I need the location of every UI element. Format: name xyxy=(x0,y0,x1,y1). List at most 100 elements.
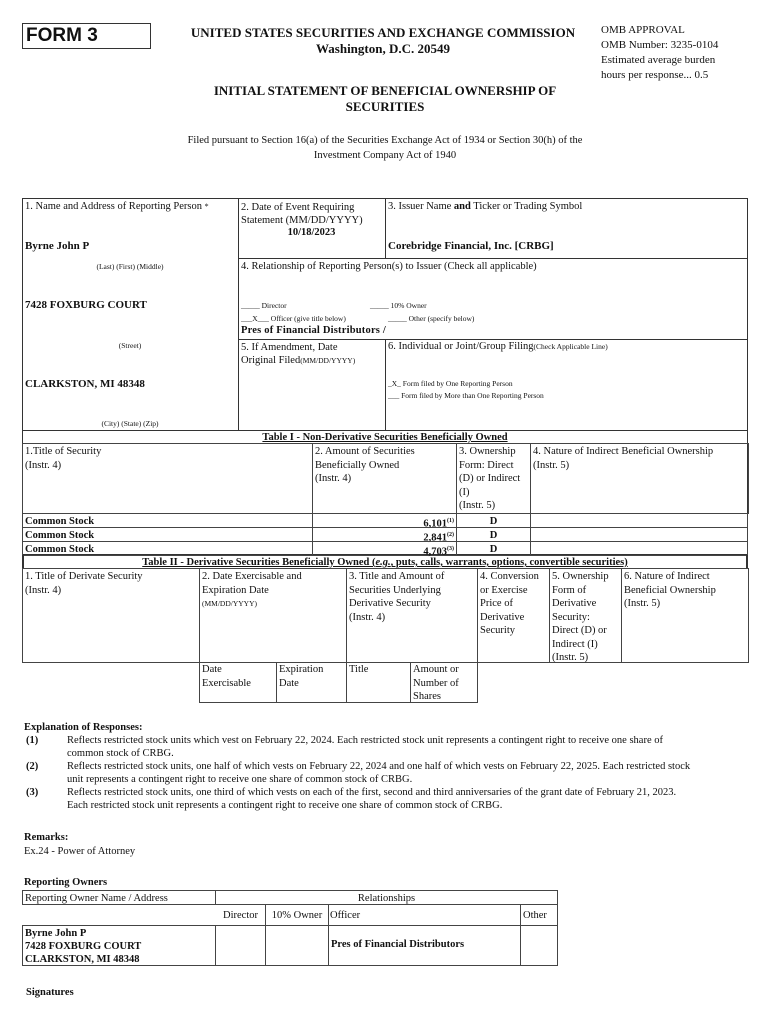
owners-col-director: Director xyxy=(223,910,258,921)
box4-label: 4. Relationship of Reporting Person(s) t… xyxy=(241,261,537,272)
text: Derivative xyxy=(480,611,525,623)
text: Derivative Security xyxy=(349,598,431,609)
owners-col-other: Other xyxy=(520,905,558,926)
text: Byrne John P xyxy=(25,928,87,939)
text: Derivative xyxy=(552,598,597,609)
table1-row-title: Common Stock xyxy=(22,541,313,556)
text: (Instr. 5) xyxy=(459,500,496,511)
footnote-ref[interactable]: (3) xyxy=(447,546,454,552)
text: (Instr. 5) xyxy=(533,459,570,471)
text: Form: Direct xyxy=(459,459,514,471)
text: Common Stock xyxy=(25,530,95,541)
owner-name-address: Byrne John P 7428 FOXBURG COURT CLARKSTON,… xyxy=(22,925,216,966)
text: common stock of CRBG. xyxy=(67,748,174,759)
text: Table II - Derivative Securities Benefic… xyxy=(142,557,376,568)
table1-header-4: 4. Nature of Indirect Beneficial Ownersh… xyxy=(530,443,749,514)
table1-row-amount: 4,703(3) xyxy=(312,541,457,558)
title-line: SECURITIES xyxy=(345,99,425,114)
director-checkbox[interactable]: _____ Director xyxy=(241,301,287,310)
text: Reflects restricted stock units, one thi… xyxy=(67,787,677,798)
text: Title xyxy=(349,664,369,675)
text: Each restricted stock unit represents a … xyxy=(67,800,503,811)
footnote-item: (2) Reflects restricted stock units, one … xyxy=(24,760,754,786)
text: CLARKSTON, MI 48348 xyxy=(25,954,140,965)
event-date: 10/18/2023 xyxy=(287,227,336,238)
city-caption: (City) (State) (Zip) xyxy=(101,419,159,428)
box3-label: 3. Issuer Name and Ticker or Trading Sym… xyxy=(388,201,582,212)
text: 1.Title of Security xyxy=(25,446,102,457)
text: Beneficial Ownership xyxy=(624,584,716,596)
other-checkbox[interactable]: _____ Other (specify below) xyxy=(388,314,475,323)
ten-percent-owner-checkbox[interactable]: _____ 10% Owner xyxy=(370,301,427,310)
text: 4,703 xyxy=(423,546,447,558)
omb-approval: OMB APPROVAL OMB Number: 3235-0104 Estim… xyxy=(601,23,718,83)
text: Exercisable xyxy=(202,677,251,689)
explanation-title: Explanation of Responses: xyxy=(24,722,143,733)
text: 6. Nature of Indirect xyxy=(624,571,710,582)
text: Common Stock xyxy=(25,544,95,555)
text: D xyxy=(489,530,498,541)
text: 3. Issuer Name xyxy=(388,201,454,212)
text: Reflects restricted stock units which ve… xyxy=(67,735,663,746)
owners-col-relationships: Relationships xyxy=(215,890,558,905)
box2-label: 2. Date of Event Requiring Statement (MM/… xyxy=(241,201,363,227)
text: 7428 FOXBURG COURT xyxy=(25,941,142,952)
table2-subheader: Amount or Number of Shares xyxy=(410,662,478,703)
filed-line: Investment Company Act of 1940 xyxy=(313,150,457,161)
text: 1. Title of Derivate Security xyxy=(25,571,143,582)
text: 5. If Amendment, Date xyxy=(241,342,338,353)
text: (3) xyxy=(26,787,39,798)
owner-other xyxy=(520,925,558,966)
name-caption: (Last) (First) (Middle) xyxy=(96,262,164,271)
table1-header-1: 1.Title of Security (Instr. 4) xyxy=(22,443,313,514)
table2-header-4: 4. Conversion or Exercise Price of Derivati… xyxy=(477,568,550,663)
text: unit represents a contingent right to re… xyxy=(67,774,413,785)
text: (Instr. 4) xyxy=(25,459,62,471)
text: (D) or Indirect xyxy=(459,473,521,484)
table1-row-form: D xyxy=(456,513,531,528)
officer-checkbox[interactable]: ___X___ Officer (give title below) xyxy=(241,314,346,323)
reporting-person-name: Byrne John P xyxy=(25,240,90,252)
reporting-owners-title: Reporting Owners xyxy=(24,877,108,888)
form-label: FORM 3 xyxy=(26,25,98,46)
text: (Instr. 4) xyxy=(349,611,386,623)
text: Shares xyxy=(413,691,441,702)
text: (MM/DD/YYYY) xyxy=(300,356,356,365)
signatures-title: Signatures xyxy=(26,987,74,998)
footnote-ref[interactable]: (2) xyxy=(447,532,454,538)
multiple-reporting-persons-option[interactable]: ___ Form filed by More than One Reportin… xyxy=(388,391,544,400)
text: 3. Title and Amount of xyxy=(349,571,445,582)
explanation-section: Explanation of Responses: (1) Reflects re… xyxy=(24,721,754,812)
text: e.g. xyxy=(375,557,391,568)
table1-row-title: Common Stock xyxy=(22,513,313,528)
table2-header-3: 3. Title and Amount of Securities Underly… xyxy=(346,568,478,663)
text: Date xyxy=(279,677,299,689)
reporting-person-street: 7428 FOXBURG COURT xyxy=(25,299,147,311)
footnote-item: (3) Reflects restricted stock units, one … xyxy=(24,786,754,812)
remarks-text: Ex.24 - Power of Attorney xyxy=(24,846,136,857)
agency-name: UNITED STATES SECURITIES AND EXCHANGE CO… xyxy=(190,25,576,40)
text: Number of xyxy=(413,677,459,689)
box6-label: 6. Individual or Joint/Group Filing(Chec… xyxy=(388,341,608,352)
text: Price of xyxy=(480,598,513,609)
table1-header-2: 2. Amount of Securities Beneficially Owne… xyxy=(312,443,457,514)
table2-subheader: Title xyxy=(346,662,411,703)
text: (I) xyxy=(459,486,470,498)
text: 2. Date of Event Requiring xyxy=(241,202,355,213)
text: and xyxy=(453,201,471,212)
text: * xyxy=(204,202,209,211)
text: Reflects restricted stock units, one hal… xyxy=(67,761,691,772)
reporting-person-city: CLARKSTON, MI 48348 xyxy=(25,378,145,390)
text: (Instr. 4) xyxy=(25,584,62,596)
one-reporting-person-option[interactable]: _X_ Form filed by One Reporting Person xyxy=(388,379,513,388)
text: Date xyxy=(202,664,222,675)
table1-row-nature xyxy=(530,513,748,528)
table1-row-form: D xyxy=(456,527,531,542)
footnote-ref[interactable]: (1) xyxy=(447,518,454,524)
table1-title: Table I - Non-Derivative Securities Bene… xyxy=(262,432,508,443)
title-line: INITIAL STATEMENT OF BENEFICIAL OWNERSHI… xyxy=(213,83,557,98)
street-caption: (Street) xyxy=(118,341,142,350)
footnote-item: (1) Reflects restricted stock units which… xyxy=(24,734,754,760)
text: 2. Date Exercisable and xyxy=(202,571,302,582)
text: 3. Ownership xyxy=(459,446,516,457)
